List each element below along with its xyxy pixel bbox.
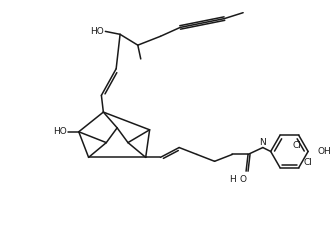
Text: N: N [259,138,266,147]
Text: Cl: Cl [304,158,313,167]
Text: HO: HO [91,27,104,36]
Text: O: O [240,175,247,184]
Text: OH: OH [318,147,332,156]
Text: HO: HO [53,127,67,136]
Text: H: H [229,175,236,184]
Text: Cl: Cl [292,141,301,150]
